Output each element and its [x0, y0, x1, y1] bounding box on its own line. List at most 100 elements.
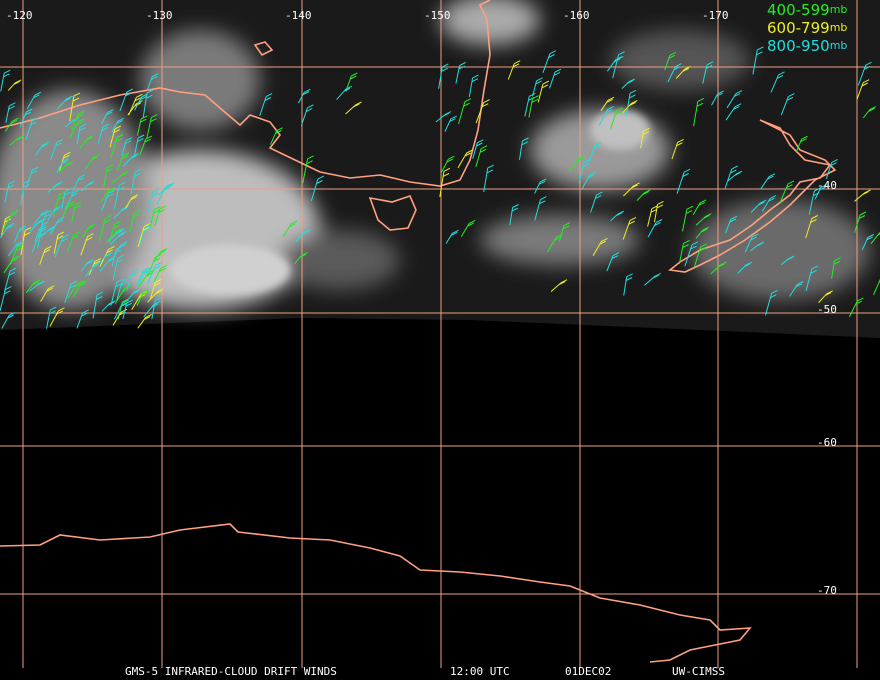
wind-barb: [606, 252, 620, 272]
wind-barb: [121, 137, 133, 157]
wind-barb: [780, 93, 795, 116]
wind-barb: [519, 137, 529, 160]
cloud-imagery: [0, 0, 880, 338]
wind-barb: [765, 289, 778, 316]
wind-barb: [29, 280, 45, 292]
wind-barb: [848, 297, 864, 318]
wind-barb: [671, 138, 684, 160]
wind-barb: [8, 240, 24, 257]
wind-barb: [150, 279, 162, 299]
wind-barb: [789, 280, 804, 297]
wind-barb: [861, 234, 875, 251]
latitude-label: -70: [817, 584, 837, 597]
legend-entry: 400-599mb: [767, 1, 847, 19]
wind-barb: [458, 98, 472, 125]
wind-barb: [675, 65, 691, 79]
longitude-label: -120: [6, 9, 33, 22]
wind-barb: [345, 101, 362, 115]
wind-barb: [81, 180, 95, 192]
wind-barb: [100, 186, 115, 203]
wind-barb: [5, 102, 16, 123]
wind-barb: [550, 279, 568, 292]
wind-barb: [695, 213, 712, 226]
wind-barb: [56, 95, 73, 110]
wind-barb: [862, 106, 877, 119]
wind-barb: [137, 222, 151, 247]
wind-barb: [56, 158, 70, 173]
wind-barb: [122, 299, 133, 320]
wind-barb: [71, 173, 86, 195]
wind-barb: [610, 210, 624, 222]
wind-barb: [61, 201, 75, 220]
wind-barb: [69, 92, 81, 122]
wind-barb: [724, 165, 739, 189]
wind-barb: [46, 306, 57, 329]
wind-barb: [139, 135, 153, 156]
wind-barb: [1, 311, 16, 329]
wind-barb: [542, 50, 557, 73]
wind-barb: [581, 171, 597, 189]
wind-barb: [621, 78, 635, 89]
wind-barb: [795, 135, 808, 152]
legend-entry: 600-799mb: [767, 19, 847, 37]
wind-barb: [97, 123, 109, 145]
wind-barb: [50, 139, 63, 160]
wind-barb: [54, 234, 70, 258]
wind-barb: [578, 159, 590, 183]
wind-barb: [119, 88, 134, 112]
wind-barb: [750, 199, 767, 213]
wind-barb: [154, 205, 166, 226]
wind-barb: [4, 180, 16, 203]
wind-barb: [569, 155, 585, 172]
wind-barb: [128, 93, 143, 116]
wind-barb: [7, 79, 22, 91]
wind-barb: [81, 223, 95, 238]
wind-barb: [445, 229, 459, 244]
wind-barb: [438, 63, 449, 89]
wind-barb: [64, 280, 78, 304]
wind-barb: [439, 167, 451, 197]
wind-barb: [67, 231, 80, 252]
wind-barb: [58, 160, 74, 173]
wind-barb: [684, 241, 699, 267]
wind-barb: [114, 285, 131, 304]
wind-barb: [270, 127, 283, 145]
wind-barb: [107, 228, 125, 242]
wind-barb: [147, 188, 160, 213]
wind-barb: [598, 106, 614, 126]
wind-barb: [61, 188, 72, 209]
wind-barb: [300, 104, 314, 127]
wind-barb: [134, 93, 148, 111]
wind-barb: [302, 155, 314, 184]
wind-barb: [129, 209, 141, 233]
wind-barb: [101, 189, 115, 212]
wind-barb: [138, 269, 155, 287]
wind-barb: [294, 251, 308, 265]
wind-barb: [71, 201, 82, 223]
wind-barb: [80, 259, 94, 272]
wind-barb: [153, 265, 167, 283]
latitude-label: -60: [817, 436, 837, 449]
wind-barb: [532, 77, 543, 97]
longitude-label: -150: [424, 9, 451, 22]
legend-entry: 800-950mb: [767, 37, 847, 55]
wind-barb: [475, 99, 490, 124]
wind-barb: [4, 267, 17, 292]
wind-barb: [640, 127, 650, 149]
footer-text: 01DEC02: [565, 665, 611, 678]
wind-barb: [156, 183, 172, 205]
wind-barb: [761, 195, 777, 212]
wind-barb: [692, 199, 707, 216]
wind-barb: [14, 225, 27, 243]
wind-barb: [112, 254, 124, 280]
wind-barb: [310, 175, 325, 202]
wind-barb: [528, 95, 539, 118]
wind-barb: [831, 257, 841, 279]
wind-barb: [130, 168, 142, 195]
wind-barb: [808, 187, 821, 215]
wind-barb: [40, 285, 55, 302]
wind-barb: [111, 171, 129, 184]
wind-barb: [72, 280, 87, 298]
wind-barb: [125, 194, 139, 209]
